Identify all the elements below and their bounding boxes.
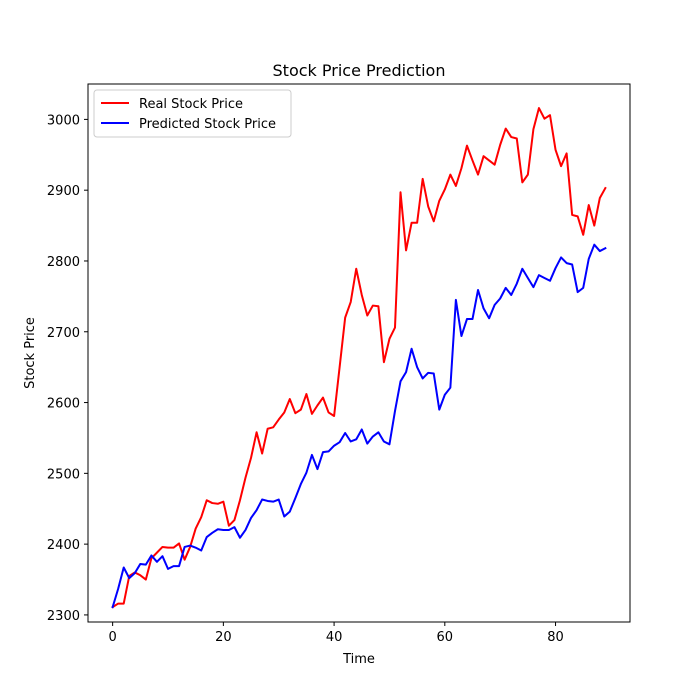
y-tick-label: 2900 <box>47 184 80 199</box>
series-layer <box>111 107 607 609</box>
legend-box <box>93 89 292 138</box>
legend-label-real: Real Stock Price <box>139 97 243 112</box>
y-tick-label: 3000 <box>47 113 80 128</box>
y-axis-label: Stock Price <box>23 317 38 389</box>
series-line-real <box>111 107 607 609</box>
y-axis-ticks: 2300 2400 2500 2600 2700 2800 2900 3000 <box>47 113 88 624</box>
x-axis-ticks: 0 20 40 60 80 <box>108 622 564 645</box>
plot-area <box>88 84 630 622</box>
legend: Real Stock Price Predicted Stock Price <box>93 89 292 138</box>
x-tick-label: 60 <box>437 630 454 645</box>
y-tick-label: 2600 <box>47 397 80 412</box>
y-tick-label: 2400 <box>47 538 80 553</box>
y-tick-label: 2800 <box>47 255 80 270</box>
x-tick-label: 80 <box>547 630 564 645</box>
plot-frame <box>87 83 631 623</box>
y-tick-label: 2300 <box>47 609 80 624</box>
x-tick-label: 40 <box>326 630 343 645</box>
y-tick-label: 2700 <box>47 326 80 341</box>
legend-label-predicted: Predicted Stock Price <box>139 117 276 132</box>
y-tick-label: 2500 <box>47 467 80 482</box>
chart-title: Stock Price Prediction <box>273 61 446 80</box>
series-line-predicted <box>111 243 607 609</box>
x-tick-label: 0 <box>108 630 116 645</box>
x-tick-label: 20 <box>215 630 232 645</box>
x-axis-label: Time <box>342 652 375 667</box>
